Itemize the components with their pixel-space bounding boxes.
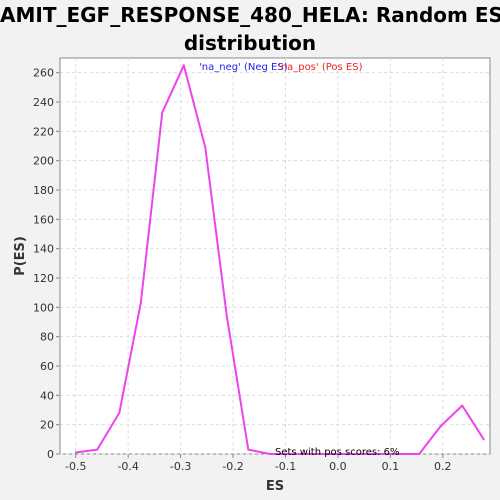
y-tick-label: 0	[47, 448, 54, 461]
data-point	[439, 425, 442, 428]
data-point	[247, 448, 250, 451]
y-tick-label: 80	[40, 331, 54, 344]
data-point	[161, 111, 164, 114]
data-point	[461, 404, 464, 407]
data-point	[118, 411, 121, 414]
y-tick-label: 240	[33, 96, 54, 109]
y-tick-label: 140	[33, 243, 54, 256]
y-tick-label: 20	[40, 419, 54, 432]
y-tick-label: 120	[33, 272, 54, 285]
legend: 'na_neg' (Neg ES)'na_pos' (Pos ES)	[199, 62, 363, 73]
plot-area	[59, 57, 491, 455]
y-tick-label: 260	[33, 67, 54, 80]
chart-title: AMIT_EGF_RESPONSE_480_HELA: Random ES di…	[0, 0, 500, 57]
chart-title-line2: distribution	[183, 31, 317, 55]
x-tick-label: -0.3	[170, 460, 191, 473]
y-axis: 0 20 40 60 80 100 120 140 160 180 200 220 240 260	[33, 67, 60, 461]
y-tick-label: 60	[40, 360, 54, 373]
series-line	[75, 64, 485, 455]
y-tick-label: 100	[33, 301, 54, 314]
data-point	[418, 453, 421, 455]
x-tick-label: -0.1	[275, 460, 296, 473]
y-tick-label: 200	[33, 155, 54, 168]
grid-lines	[60, 58, 490, 455]
y-tick-label: 160	[33, 213, 54, 226]
data-point	[96, 448, 99, 451]
data-point	[225, 315, 228, 318]
x-tick-label: 0.0	[329, 460, 347, 473]
legend-entry-neg: 'na_neg' (Neg ES)	[199, 62, 288, 73]
x-tick-label: -0.5	[65, 460, 86, 473]
x-tick-label: 0.1	[382, 460, 400, 473]
x-tick-label: -0.2	[222, 460, 243, 473]
data-point	[268, 453, 271, 455]
y-axis-title: P(ES)	[13, 236, 28, 276]
data-point	[482, 438, 485, 441]
data-point	[139, 301, 142, 304]
x-axis-title: ES	[266, 479, 284, 494]
y-tick-label: 40	[40, 389, 54, 402]
data-point	[74, 451, 77, 454]
legend-entry-pos: 'na_pos' (Pos ES)	[278, 62, 363, 73]
series-layer	[74, 64, 485, 455]
x-axis: -0.5 -0.4 -0.3 -0.2 -0.1 0.0 0.1 0.2	[65, 454, 452, 473]
data-point	[204, 146, 207, 149]
y-tick-label: 180	[33, 184, 54, 197]
x-tick-label: -0.4	[117, 460, 138, 473]
y-tick-label: 220	[33, 125, 54, 138]
annotation-text: Sets with pos scores: 6%	[275, 447, 400, 458]
x-tick-label: 0.2	[434, 460, 452, 473]
data-point	[182, 64, 185, 67]
chart-title-line1: AMIT_EGF_RESPONSE_480_HELA: Random ES	[0, 3, 500, 27]
